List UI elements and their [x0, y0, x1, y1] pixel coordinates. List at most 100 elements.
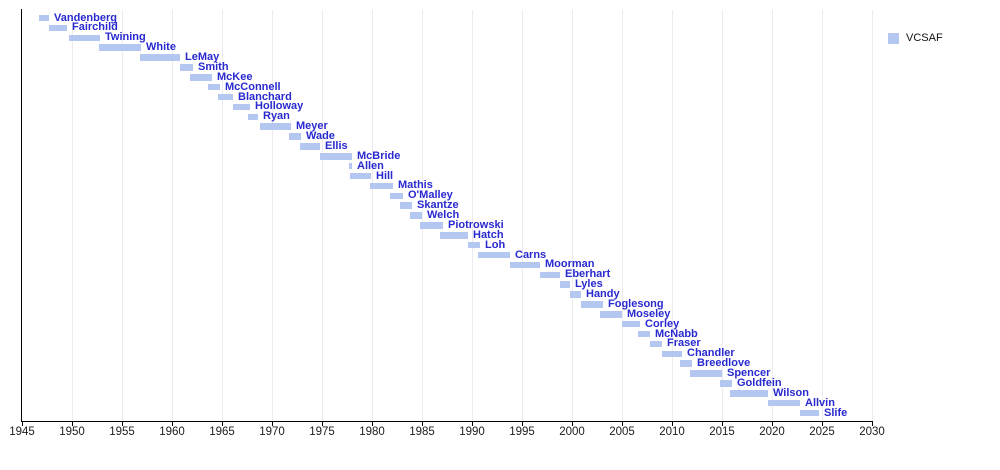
x-tick-mark — [821, 421, 823, 426]
x-tick-label: 2030 — [859, 426, 885, 438]
gridline — [171, 10, 173, 421]
gridline — [421, 10, 423, 421]
tenure-label: Twining — [105, 31, 146, 44]
x-tick-mark — [621, 421, 623, 426]
tenure-label: Chandler — [687, 347, 735, 360]
tenure-label: Goldfein — [737, 376, 782, 389]
x-tick-mark — [571, 421, 573, 426]
x-tick-mark — [171, 421, 173, 426]
tenure-bar — [410, 212, 422, 219]
tenure-bar — [390, 192, 403, 199]
tenure-bar — [190, 74, 212, 81]
x-tick-label: 1970 — [259, 426, 285, 438]
tenure-bar — [581, 301, 603, 308]
tenure-bar — [510, 261, 540, 269]
tenure-bar — [650, 340, 662, 348]
tenure-bar — [638, 330, 650, 338]
tenure-bar — [69, 34, 100, 41]
x-tick-mark — [21, 421, 23, 426]
tenure-bar — [600, 311, 622, 318]
x-tick-mark — [321, 421, 323, 426]
x-tick-mark — [121, 421, 123, 426]
legend-label: VCSAF — [906, 32, 943, 44]
tenure-label: McKee — [217, 70, 253, 83]
gridline — [321, 10, 323, 421]
tenure-bar — [260, 123, 291, 130]
tenure-bar — [690, 370, 722, 377]
x-tick-mark — [271, 421, 273, 426]
tenure-label: Vandenberg — [54, 11, 117, 24]
gridline — [871, 10, 873, 421]
tenure-bar — [180, 64, 193, 71]
tenure-bar — [400, 202, 412, 209]
tenure-label: Lyles — [575, 278, 603, 291]
tenure-bar — [99, 44, 141, 51]
x-tick-label: 1975 — [309, 426, 335, 438]
tenure-bar — [768, 399, 800, 407]
gridline — [771, 10, 773, 421]
x-tick-label: 1985 — [409, 426, 435, 438]
tenure-bar — [560, 281, 570, 288]
tenure-label: Fairchild — [72, 21, 118, 34]
tenure-label: Handy — [586, 288, 620, 300]
x-tick-label: 2010 — [659, 426, 685, 438]
x-tick-label: 2020 — [759, 426, 785, 438]
gridline — [671, 10, 673, 421]
gridline — [721, 10, 723, 421]
gridline — [571, 10, 573, 421]
x-tick-mark — [471, 421, 473, 426]
tenure-label: Wilson — [773, 386, 809, 399]
y-axis-line — [21, 9, 23, 421]
x-tick-label: 1995 — [509, 426, 535, 438]
gridline — [371, 10, 373, 421]
tenure-bar — [420, 222, 443, 229]
tenure-label: Breedlove — [697, 357, 751, 370]
tenure-label: Ryan — [263, 110, 290, 123]
tenure-label: Corley — [645, 317, 680, 330]
tenure-bar — [218, 93, 233, 101]
x-tick-label: 2015 — [709, 426, 735, 438]
gridline — [821, 10, 823, 421]
tenure-bar — [468, 241, 480, 249]
tenure-bar — [233, 103, 250, 111]
legend-swatch-icon — [888, 32, 899, 44]
tenure-label: Piotrowski — [448, 218, 504, 231]
tenure-label: Moorman — [545, 258, 595, 271]
tenure-label: McConnell — [225, 80, 281, 93]
tenure-bar — [208, 83, 220, 91]
tenure-bar — [140, 54, 180, 61]
gridline — [471, 10, 473, 421]
x-tick-mark — [671, 421, 673, 426]
tenure-label: Hatch — [473, 228, 504, 241]
tenure-bar — [662, 350, 682, 357]
x-tick-label: 2000 — [559, 426, 585, 438]
tenure-label: Meyer — [296, 120, 328, 133]
tenure-label: McNabb — [655, 327, 698, 340]
tenure-label: Ellis — [325, 139, 348, 152]
x-tick-mark — [421, 421, 423, 426]
tenure-bar — [39, 14, 49, 22]
tenure-label: White — [146, 41, 176, 54]
gridline — [621, 10, 623, 421]
tenure-label: O'Malley — [408, 189, 453, 202]
x-tick-label: 2025 — [809, 426, 835, 438]
tenure-bar — [289, 133, 301, 140]
x-tick-mark — [71, 421, 73, 426]
gridline — [121, 10, 123, 421]
tenure-bar — [440, 232, 468, 239]
tenure-label: Fraser — [667, 337, 701, 350]
tenure-label: Hill — [376, 169, 394, 182]
tenure-label: Slife — [824, 406, 848, 419]
tenure-bar — [350, 172, 371, 180]
tenure-label: Spencer — [727, 367, 771, 379]
tenure-bar — [370, 182, 393, 190]
tenure-bar — [720, 380, 732, 387]
tenure-label: Smith — [198, 60, 229, 73]
gridline — [271, 10, 273, 421]
tenure-label: Skantze — [417, 199, 459, 212]
tenure-bar — [570, 291, 581, 298]
tenure-label: Foglesong — [608, 297, 664, 310]
legend: VCSAF — [888, 32, 943, 44]
tenure-label: Allvin — [805, 396, 835, 409]
